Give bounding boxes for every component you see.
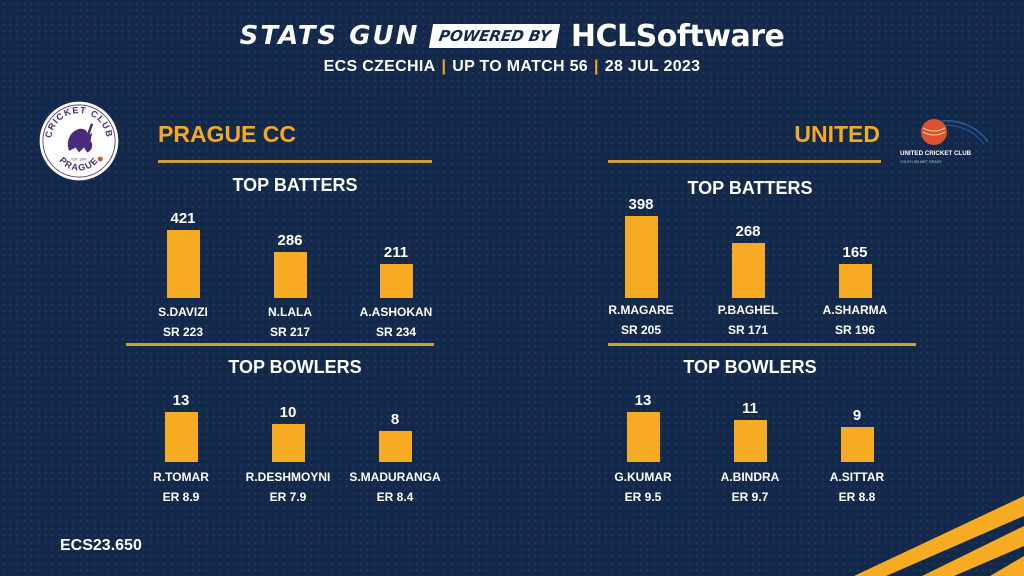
right-batters-bar <box>839 264 872 298</box>
prague-cc-logo: CRICKET CLUB PRAGUE EST. 1997 <box>39 101 119 181</box>
right-bowlers-bar <box>841 427 874 462</box>
right-batters-value-label: 165 <box>842 244 868 261</box>
left-bowlers-bar <box>379 431 412 462</box>
right-batters-bar <box>732 243 765 298</box>
logo-subtext: YOUTH ON WET GRASS <box>900 160 942 164</box>
left-bowlers-stat-label: ER 8.9 <box>162 490 200 504</box>
left-batters-stat-label: SR 234 <box>375 325 417 339</box>
footer-code: ECS23.650 <box>60 537 142 554</box>
divider-right-mid <box>608 343 916 346</box>
divider-right-top <box>608 160 881 163</box>
right-batters-bar <box>625 216 658 298</box>
brand-hcl-software: HCLSoftware <box>570 18 785 54</box>
left-bowlers-stat-label: ER 7.9 <box>269 490 307 504</box>
left-bowlers-player-name: R.TOMAR <box>153 470 209 484</box>
right-batters-player-name: A.SHARMA <box>822 303 888 317</box>
subtitle-separator: | <box>594 58 599 75</box>
logo-est: EST. 1997 <box>71 158 86 162</box>
right-bowlers-value-label: 9 <box>852 407 862 424</box>
right-batters-player-name: R.MAGARE <box>608 303 674 317</box>
left-batters-bar <box>167 230 200 298</box>
right-bowlers-player-name: A.BINDRA <box>720 470 780 484</box>
left-bowlers-bar <box>272 424 305 462</box>
left-batters-player-name: N.LALA <box>268 305 312 319</box>
left-batters-title: TOP BATTERS <box>232 175 358 195</box>
subtitle-date: 28 JUL 2023 <box>604 58 701 75</box>
left-batters-player-name: A.ASHOKAN <box>359 305 433 319</box>
left-bowlers-title: TOP BOWLERS <box>228 357 362 377</box>
left-bowlers-value-label: 13 <box>172 392 190 409</box>
right-batters-title: TOP BATTERS <box>687 178 813 198</box>
divider-left-mid <box>126 343 434 346</box>
left-batters-value-label: 211 <box>383 244 409 261</box>
left-batters-stat-label: SR 223 <box>162 325 204 339</box>
left-bowlers-bar <box>165 412 198 462</box>
team-name-right: UNITED <box>794 121 880 147</box>
right-bowlers-player-name: A.SITTAR <box>829 470 885 484</box>
logo-text: UNITED CRICKET CLUB <box>900 150 972 157</box>
right-bowlers-player-name: G.KUMAR <box>614 470 672 484</box>
subtitle: ECS CZECHIA | UP TO MATCH 56 | 28 JUL 2023 <box>0 58 1024 76</box>
brand-header: STATS GUN POWERED BY HCLSoftware <box>0 16 1024 56</box>
brand-stats-gun: STATS GUN <box>239 21 420 51</box>
right-bowlers-stat-label: ER 9.7 <box>731 490 769 504</box>
right-batters-stat-label: SR 196 <box>834 323 876 337</box>
left-batters-bar <box>274 252 307 298</box>
left-bowlers-value-label: 10 <box>279 404 297 421</box>
left-batters-stat-label: SR 217 <box>269 325 311 339</box>
left-bowlers-player-name: S.MADURANGA <box>349 470 441 484</box>
left-bowlers-value-label: 8 <box>390 411 400 428</box>
united-cc-logo: UNITED CRICKET CLUB YOUTH ON WET GRASS <box>900 119 989 164</box>
left-bowlers-player-name: R.DESHMOYNI <box>245 470 331 484</box>
right-bowlers-bar <box>734 420 767 462</box>
right-bowlers-bar <box>627 412 660 462</box>
right-batters-value-label: 268 <box>735 223 761 240</box>
right-bowlers-stat-label: ER 8.8 <box>838 490 876 504</box>
right-bowlers-stat-label: ER 9.5 <box>624 490 662 504</box>
right-bowlers-title: TOP BOWLERS <box>683 357 817 377</box>
left-batters-bar <box>380 264 413 298</box>
subtitle-match: UP TO MATCH 56 <box>452 58 588 75</box>
left-batters-value-label: 286 <box>277 232 303 249</box>
left-batters-player-name: S.DAVIZI <box>158 305 208 319</box>
left-bowlers-stat-label: ER 8.4 <box>376 490 414 504</box>
right-batters-player-name: P.BAGHEL <box>717 303 779 317</box>
team-name-left: PRAGUE CC <box>158 121 297 147</box>
right-batters-value-label: 398 <box>628 196 654 213</box>
right-batters-stat-label: SR 171 <box>727 323 769 337</box>
subtitle-separator: | <box>441 58 447 75</box>
subtitle-league: ECS CZECHIA <box>323 58 436 75</box>
right-bowlers-value-label: 13 <box>634 392 652 409</box>
right-batters-stat-label: SR 205 <box>620 323 662 337</box>
divider-left-top <box>158 160 432 163</box>
right-bowlers-value-label: 11 <box>742 400 758 417</box>
brand-powered-by: POWERED BY <box>429 24 562 48</box>
left-batters-value-label: 421 <box>170 210 196 227</box>
